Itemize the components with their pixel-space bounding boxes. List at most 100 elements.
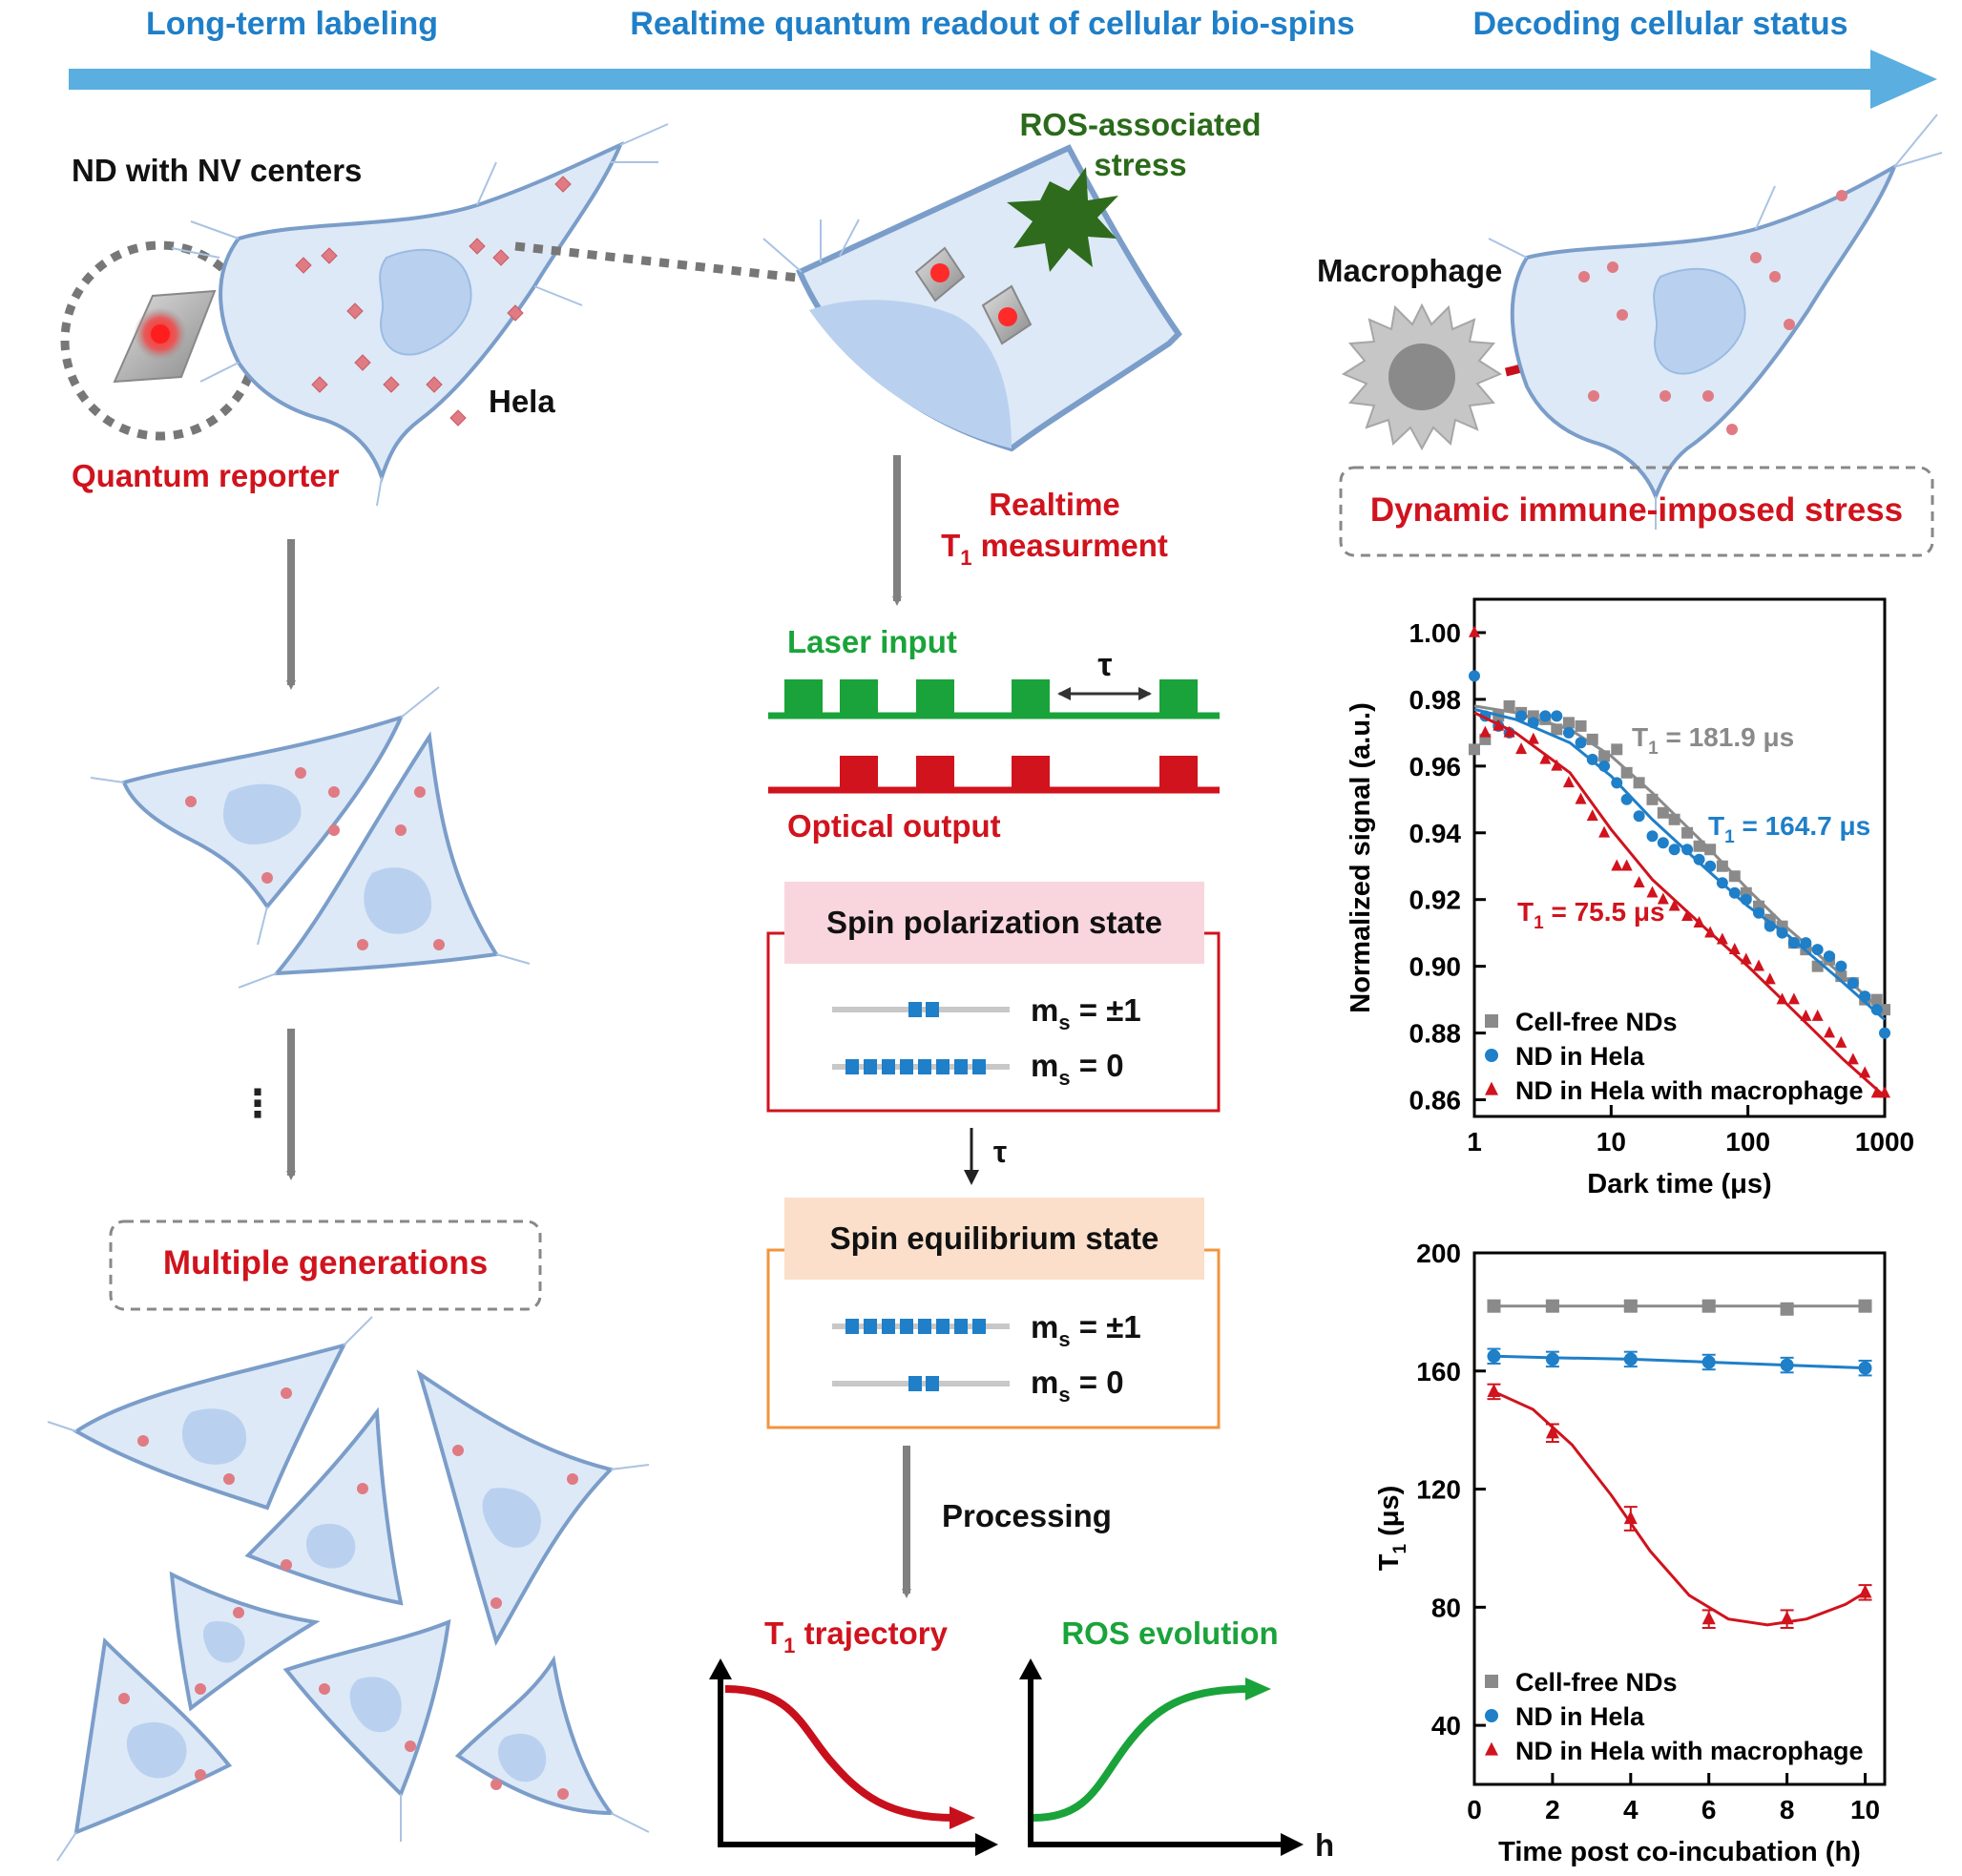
header-arrow-shaft xyxy=(69,69,1882,90)
chart2-point xyxy=(1858,1584,1872,1598)
chart1-fit-line xyxy=(1473,711,1886,1098)
chart1-point xyxy=(1824,950,1836,963)
chart2-legend-marker xyxy=(1485,1675,1498,1688)
chart2-xtick-label: 4 xyxy=(1623,1795,1638,1824)
chart1-point xyxy=(1740,952,1752,965)
spin-polarization-panel: Spin polarization state ms = ±1 ms = 0 xyxy=(766,882,1221,1113)
chart-relaxation-curves: 1 10 100 1000 0.86 0.88 0.90 0.92 0.94 0.96 0.98 1.… xyxy=(1346,597,1914,1199)
header-step-readout: Realtime quantum readout of cellular bio… xyxy=(630,6,1354,42)
chart1-point xyxy=(1515,710,1528,722)
chart2-ytick-label: 80 xyxy=(1431,1593,1461,1622)
dividing-cells-icon xyxy=(90,686,531,989)
chart1-point xyxy=(1539,752,1552,764)
chart1-point xyxy=(1728,870,1741,883)
chart1-point xyxy=(1479,725,1492,738)
chart1-point xyxy=(1575,737,1587,749)
chart1-point xyxy=(1562,717,1575,729)
chart1-point xyxy=(1693,915,1705,928)
hela-label: Hela xyxy=(489,384,555,419)
chart1-point xyxy=(1764,972,1776,985)
ros-evolution-sketch xyxy=(1019,1658,1304,1856)
measurement-label-2: T1 measurment xyxy=(941,528,1168,570)
zoom-link-middle xyxy=(514,241,841,287)
nd-nv-label: ND with NV centers xyxy=(72,153,362,188)
chart2-point xyxy=(1487,1384,1501,1398)
t1-trajectory-label: T1 trajectory xyxy=(764,1615,949,1657)
chart-t1-time-course: 0 2 4 6 8 10 40 80 120 160 200 Time post co-incubat… xyxy=(1374,1239,1887,1867)
chart1-point xyxy=(1575,719,1587,732)
chart1-point xyxy=(1870,1004,1883,1016)
chart1-point xyxy=(1728,942,1741,954)
chart1-point xyxy=(1847,977,1859,990)
chart1-point xyxy=(1527,732,1539,744)
chart2-point xyxy=(1487,1299,1501,1313)
chart1-fit-line xyxy=(1473,707,1886,1021)
ros-burst-icon xyxy=(1007,167,1118,272)
chart1-point xyxy=(1611,743,1623,756)
chart2-fit-line xyxy=(1492,1390,1867,1627)
polarization-title: Spin polarization state xyxy=(826,905,1162,940)
chart2-frame xyxy=(1472,1251,1887,1786)
left-column: ND with NV centers xyxy=(47,123,669,1862)
chart2-point xyxy=(1701,1355,1716,1369)
chart1-point xyxy=(1620,793,1633,805)
chart1-point xyxy=(1646,830,1659,843)
chart1-annotation: T1 = 181.9 μs xyxy=(1632,722,1794,759)
chart1-point xyxy=(1620,859,1633,871)
chart2-legend-label: Cell-free NDs xyxy=(1515,1668,1678,1697)
chart2-xtick-label: 10 xyxy=(1850,1795,1880,1824)
chart2-point xyxy=(1780,1611,1794,1625)
chart1-point xyxy=(1503,725,1515,738)
chart1-legend-label: ND in Hela xyxy=(1515,1042,1645,1071)
chart1-xtick-label: 1000 xyxy=(1855,1127,1914,1157)
chart1-xlabel: Dark time (μs) xyxy=(1587,1169,1771,1199)
chart1-point xyxy=(1633,876,1645,888)
chart1-legend-label: ND in Hela with macrophage xyxy=(1515,1076,1864,1105)
chart1-ytick-label: 0.96 xyxy=(1409,752,1462,782)
chart2-xtick-label: 8 xyxy=(1780,1795,1795,1824)
stress-label: Dynamic immune-imposed stress xyxy=(1370,491,1903,529)
chart1-point xyxy=(1469,625,1480,637)
hours-axis-label: h xyxy=(1315,1827,1334,1863)
header-step-decoding: Decoding cellular status xyxy=(1473,6,1848,42)
middle-column: ROS-associated stress Realtime T1 measur… xyxy=(514,107,1334,1863)
chart1-point xyxy=(1824,1026,1836,1038)
chart1-point xyxy=(1539,710,1552,722)
chart1-point xyxy=(1870,1086,1883,1098)
chart2-fit-line xyxy=(1493,1354,1866,1370)
equil-ms-0: ms = 0 xyxy=(1031,1365,1124,1407)
t1-trajectory-sketch xyxy=(709,1658,998,1856)
ellipsis: ⋮ xyxy=(239,1083,277,1125)
chart1-xtick-label: 100 xyxy=(1725,1127,1770,1157)
chart2-xtick-label: 0 xyxy=(1467,1795,1482,1824)
chart2-point xyxy=(1780,1302,1794,1316)
chart1-point xyxy=(1693,853,1705,865)
chart1-point xyxy=(1657,837,1669,849)
chart1-point xyxy=(1811,1009,1824,1021)
chart1-point xyxy=(1515,742,1528,755)
stress-box xyxy=(1339,466,1934,557)
header-step-labeling: Long-term labeling xyxy=(146,6,438,42)
chart1-point xyxy=(1859,1066,1871,1078)
chart1-point xyxy=(1598,760,1611,772)
chart1-point xyxy=(1668,813,1680,825)
chart1-point xyxy=(1879,1086,1890,1098)
chart1-ylabel: Normalized signal (a.u.) xyxy=(1346,702,1376,1013)
chart1-ytick-label: 0.98 xyxy=(1409,685,1462,715)
chart2-xtick-label: 2 xyxy=(1545,1795,1560,1824)
chart2-point xyxy=(1701,1299,1716,1313)
quantum-reporter-label: Quantum reporter xyxy=(72,458,340,493)
chart1-point xyxy=(1787,992,1800,1005)
chart1-point xyxy=(1469,743,1480,756)
header-arrow-head xyxy=(1870,50,1937,109)
chart1-point xyxy=(1633,777,1645,789)
chart1-point xyxy=(1551,759,1563,771)
nanodiamond-icon xyxy=(113,289,217,384)
chart1-point xyxy=(1716,932,1728,945)
stressed-hela-icon xyxy=(1488,114,1943,530)
chart1-annotation: T1 = 164.7 μs xyxy=(1708,811,1870,847)
chart1-point xyxy=(1586,753,1598,765)
zoomed-cell-icon xyxy=(762,144,1182,452)
chart1-point xyxy=(1728,886,1741,899)
